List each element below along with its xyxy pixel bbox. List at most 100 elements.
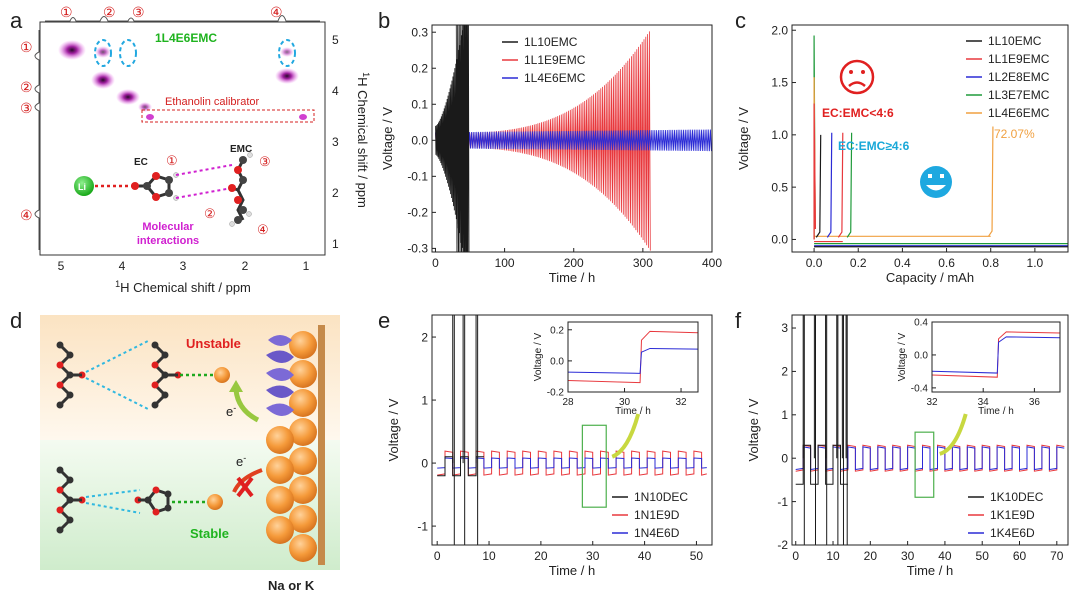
x-tick-label: 32 [926, 397, 938, 408]
legend-label: 1L3E7EMC [988, 88, 1050, 102]
calibrator-label: Ethanolin calibrator [165, 96, 260, 108]
axes-frame [431, 24, 713, 253]
x-tick-label: 70 [1050, 549, 1064, 563]
x-axis-label: Time / h [907, 563, 953, 578]
panel-e: e 0 10 20 30 40 50 -1 0 1 2 Time / h Voltage / V 1N1… [378, 308, 713, 578]
atom-marker-4: ④ [257, 222, 269, 237]
peak-marker-1-left: ① [20, 39, 33, 55]
x-tick-label: 40 [638, 549, 652, 563]
series-line-1L4E6EMC [435, 129, 712, 152]
interaction-label-1: Molecular [142, 221, 194, 233]
panel-a-ylabel: 1H Chemical shift / ppm [355, 72, 371, 208]
legend-label: 1L10EMC [988, 34, 1042, 48]
series-line-1L3E7EMC [846, 132, 853, 238]
series-line-1L4E6EMC [988, 126, 994, 237]
failure-spike [452, 315, 455, 545]
legend-label: 1L2E8EMC [988, 70, 1050, 84]
y-tick-label: -1 [777, 495, 788, 509]
nmr-peak [146, 114, 154, 120]
inset-background [568, 322, 698, 392]
series-group [435, 25, 712, 252]
panel-a-ylabel-text: H Chemical shift / ppm [355, 77, 370, 208]
x-tick-label: 20 [534, 549, 548, 563]
failure-spike [825, 315, 828, 545]
panel-a-xlabel-text: H Chemical shift / ppm [120, 280, 251, 295]
spike [813, 103, 817, 240]
legend-label: 1K4E6D [990, 526, 1035, 540]
top-projection [45, 15, 320, 22]
series-line-1K4E6D [795, 446, 1065, 471]
stable-label: Stable [190, 526, 229, 541]
y-axis-label: Voltage / V [386, 398, 401, 461]
x-tick-label: 0.6 [938, 256, 955, 270]
x-tick-label: 0 [434, 549, 441, 563]
y-tick-label: 1.5 [771, 76, 788, 90]
annotation-good: EC:EMC≥4:6 [838, 139, 910, 153]
legend-label: 1N4E6D [634, 526, 680, 540]
failure-spike [475, 315, 479, 545]
electron-arrowhead-icon [229, 380, 243, 392]
series-line-1L10EMC [435, 25, 470, 252]
x-tick-label: 200 [564, 256, 584, 270]
y-tick-label: 4 [332, 84, 339, 98]
y-tick-label: 1 [421, 393, 428, 407]
x-tick-label: 50 [976, 549, 990, 563]
ec-emc-interaction [175, 187, 233, 199]
panel-a-xticks: 5 4 3 2 1 [58, 259, 310, 273]
emc-molecule [228, 152, 253, 227]
y-tick-label: -0.2 [407, 206, 428, 220]
zoom-arrow-icon [611, 413, 641, 459]
y-tick-label: 0 [421, 456, 428, 470]
y-tick-label: -0.4 [911, 383, 929, 394]
failure-spike [845, 315, 848, 545]
y-tick-label: 2 [781, 365, 788, 379]
nmr-peak [280, 47, 294, 57]
x-tick-label: 3 [180, 259, 187, 273]
x-tick-label: 5 [58, 259, 65, 273]
series-line-1L10EMC [815, 134, 822, 238]
y-tick-label: 2 [421, 330, 428, 344]
highlight-circle [119, 39, 137, 67]
metal-label: Na or K [268, 578, 315, 593]
percent-label: 72.07% [994, 127, 1035, 141]
cross-icon [236, 476, 254, 498]
calibrator-box [141, 109, 315, 123]
panel-b-plot: 0 100 200 300 400 -0.3 -0.2 -0.1 0.0 0.1 0.2 0.3 Tim… [380, 24, 722, 285]
series-group [813, 35, 1068, 248]
stable-molecules [56, 466, 223, 534]
x-axis-label: Time / h [549, 563, 595, 578]
highlight-circle [278, 39, 296, 67]
highlight-circle [94, 39, 112, 67]
peak-marker-4-left: ④ [20, 207, 33, 223]
panel-e-plot: 0 10 20 30 40 50 -1 0 1 2 Time / h Voltage / V 1N10D… [386, 314, 713, 578]
series-group [437, 315, 707, 545]
axes-frame [791, 24, 1069, 253]
failure-spike [802, 315, 805, 545]
metal-surface [318, 325, 325, 565]
sei-layer [266, 335, 294, 417]
y-tick-label: -0.2 [547, 388, 565, 399]
y-axis-label: Voltage / V [746, 398, 761, 461]
y-tick-label: 1 [781, 408, 788, 422]
y-tick-label: 0.4 [914, 318, 928, 329]
inset-series-line [932, 331, 1060, 378]
electron-label-top: e- [226, 403, 236, 419]
y-tick-label: -2 [777, 538, 788, 552]
legend-label: 1L4E6EMC [988, 106, 1050, 120]
atom-marker-1: ① [166, 153, 178, 168]
legend-label: 1L1E9EMC [524, 53, 586, 67]
panel-d: d [10, 308, 340, 593]
panel-f-plot: 0 10 20 30 40 50 60 70 -2 -1 0 1 2 3 Time / h Voltage /… [746, 314, 1069, 578]
panel-a: a ① ② ③ ④ ① ② ③ ④ [10, 4, 371, 295]
x-tick-label: 50 [690, 549, 704, 563]
zoom-box [914, 431, 935, 498]
x-tick-label: 1.0 [1027, 256, 1044, 270]
axes-frame [931, 321, 1061, 393]
inset-background [932, 322, 1060, 392]
peak-marker-3-left: ③ [20, 100, 33, 116]
x-axis-label: Capacity / mAh [886, 270, 974, 285]
inset-series-line [568, 347, 698, 374]
y-axis-label: Voltage / V [897, 332, 908, 381]
y-tick-label: 2 [332, 186, 339, 200]
failure-spike [462, 315, 466, 545]
